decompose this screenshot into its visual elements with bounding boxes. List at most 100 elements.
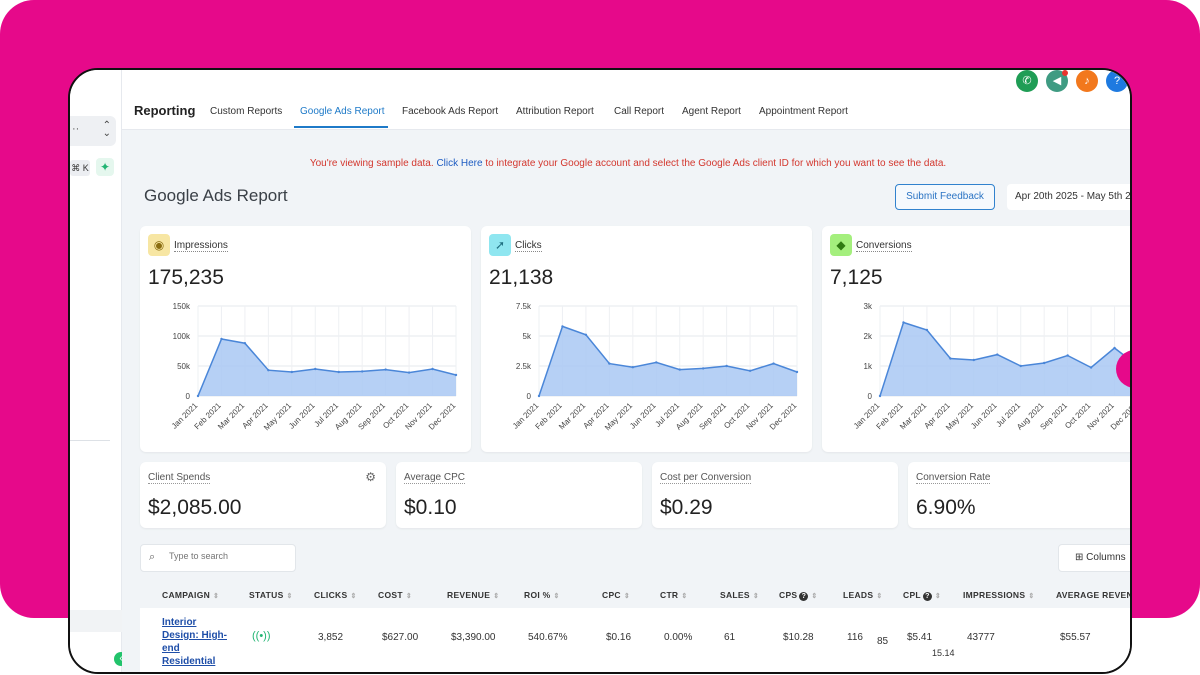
date-range-picker[interactable]: Apr 20th 2025 - May 5th 2025	[1007, 184, 1130, 210]
data-point	[949, 357, 952, 360]
series-area	[880, 322, 1130, 396]
stat-label: Conversion Rate	[916, 472, 991, 484]
data-point	[996, 353, 999, 356]
data-point	[267, 369, 270, 372]
data-point	[1066, 354, 1069, 357]
y-tick-label: 2.5k	[516, 362, 532, 371]
tab-facebook-ads-report[interactable]: Facebook Ads Report	[402, 106, 499, 117]
cps-cell: $10.28	[783, 632, 814, 643]
tab-call-report[interactable]: Call Report	[614, 106, 665, 117]
column-header[interactable]: CPC ⇕	[602, 590, 631, 600]
search-input[interactable]	[169, 551, 289, 561]
stat-value: $0.29	[660, 496, 713, 519]
search-icon: ⌕	[149, 551, 156, 563]
sparkle-icon[interactable]: ✦	[96, 158, 114, 176]
x-tick-label: Jun 2021	[628, 401, 658, 431]
floating-chat-button[interactable]: ▯	[1116, 350, 1130, 388]
data-point	[243, 342, 247, 345]
cursor-click-icon: ➚	[489, 234, 511, 256]
sidebar-bottom-item[interactable]	[70, 610, 122, 632]
data-point	[772, 362, 775, 365]
integrate-link[interactable]: Click Here	[436, 158, 483, 169]
data-point	[1089, 366, 1093, 369]
metric-value: 7,125	[830, 266, 883, 289]
roi-cell: 540.67%	[528, 632, 568, 643]
tab-appointment-report[interactable]: Appointment Report	[759, 106, 848, 117]
tab-custom-reports[interactable]: Custom Reports	[210, 106, 283, 117]
chevron-up-down-icon: ⌃ ⌄	[102, 120, 111, 139]
data-point	[1019, 364, 1022, 368]
data-point	[431, 367, 434, 371]
y-tick-label: 100k	[173, 332, 191, 341]
column-header[interactable]: COST ⇕	[378, 590, 412, 600]
client-spends-card: Client Spends ⚙ $2,085.00	[140, 462, 386, 528]
column-header[interactable]: LEADS ⇕	[843, 590, 883, 600]
metric-label: Clicks	[515, 239, 542, 252]
column-header[interactable]: CTR ⇕	[660, 590, 688, 600]
y-tick-label: 0	[527, 392, 532, 401]
data-point	[701, 367, 705, 370]
gear-icon[interactable]: ⚙	[365, 470, 376, 484]
tab-agent-report[interactable]: Agent Report	[682, 106, 741, 117]
columns-grid-icon: ⊞	[1075, 552, 1084, 563]
campaign-link[interactable]: Interior Design: High-end Residential	[162, 617, 227, 667]
column-header[interactable]: REVENUE ⇕	[447, 590, 500, 600]
sidebar-location-select[interactable]: ·· ⌃ ⌄	[70, 116, 116, 146]
column-header[interactable]: CAMPAIGN ⇕	[162, 590, 220, 600]
info-icon[interactable]: ?	[922, 592, 932, 601]
data-point	[337, 370, 340, 374]
data-point	[1042, 361, 1046, 365]
column-header[interactable]: CPL? ⇕	[903, 590, 942, 601]
sample-data-banner: You're viewing sample data. Click Here t…	[122, 158, 1130, 169]
column-header[interactable]: STATUS ⇕	[249, 590, 293, 600]
data-point	[384, 368, 387, 371]
data-point	[608, 362, 611, 365]
impressions-cell: 43777	[967, 632, 995, 643]
columns-button[interactable]: ⊞ Columns	[1058, 544, 1130, 572]
data-point	[678, 368, 681, 371]
column-header[interactable]: CLICKS ⇕	[314, 590, 357, 600]
info-icon[interactable]: ?	[799, 592, 809, 601]
column-header[interactable]: SALES ⇕	[720, 590, 760, 600]
banner-text-before: You're viewing sample data.	[309, 158, 437, 169]
column-header[interactable]: IMPRESSIONS ⇕	[963, 590, 1035, 600]
submit-feedback-button[interactable]: Submit Feedback	[895, 184, 995, 210]
column-header[interactable]: AVERAGE REVENUE	[1056, 590, 1132, 600]
cost-per-conversion-card: Cost per Conversion $0.29	[652, 462, 898, 528]
cpc-cell: $0.16	[606, 632, 632, 643]
average-cpc-card: Average CPC $0.10	[396, 462, 642, 528]
phone-icon[interactable]: ✆	[1016, 70, 1038, 92]
column-header[interactable]: CPS? ⇕	[779, 590, 818, 601]
sales-cell: 61	[724, 632, 736, 643]
diamond-icon: ◆	[830, 234, 852, 256]
data-point	[631, 366, 635, 369]
column-header[interactable]: ROI % ⇕	[524, 590, 560, 600]
data-point	[561, 325, 564, 328]
cost-cell: $627.00	[382, 632, 419, 643]
leads-cell: 116	[847, 632, 863, 643]
data-point	[290, 370, 294, 374]
bell-icon[interactable]: ♪	[1076, 70, 1098, 92]
table-search: ⌕	[140, 544, 296, 572]
sidebar-select-text: ··	[72, 123, 80, 135]
conversions-card: ◆ Conversions 7,125 0 1k 2k 3k Jan 2021 Feb 20…	[822, 226, 1130, 452]
tab-google-ads-report[interactable]: Google Ads Report	[300, 106, 385, 117]
data-point	[655, 361, 658, 364]
stat-value: 6.90%	[916, 496, 976, 519]
stat-label: Average CPC	[404, 472, 465, 484]
y-tick-label: 1k	[864, 362, 873, 371]
sidebar: ·· ⌃ ⌄ ⌘ K ✦ ‹	[70, 70, 128, 672]
data-point	[972, 358, 976, 362]
x-tick-label: Jun 2021	[287, 401, 317, 431]
main-content: You're viewing sample data. Click Here t…	[122, 130, 1132, 672]
eye-icon: ◉	[148, 234, 170, 256]
help-icon[interactable]: ?	[1106, 70, 1128, 92]
data-point	[537, 394, 541, 398]
y-tick-label: 7.5k	[516, 302, 532, 311]
columns-label: Columns	[1086, 552, 1126, 563]
command-k-shortcut[interactable]: ⌘ K	[70, 160, 90, 176]
stat-value: $0.10	[404, 496, 457, 519]
conversion-rate-card: Conversion Rate 6.90%	[908, 462, 1130, 528]
tab-attribution-report[interactable]: Attribution Report	[516, 106, 594, 117]
